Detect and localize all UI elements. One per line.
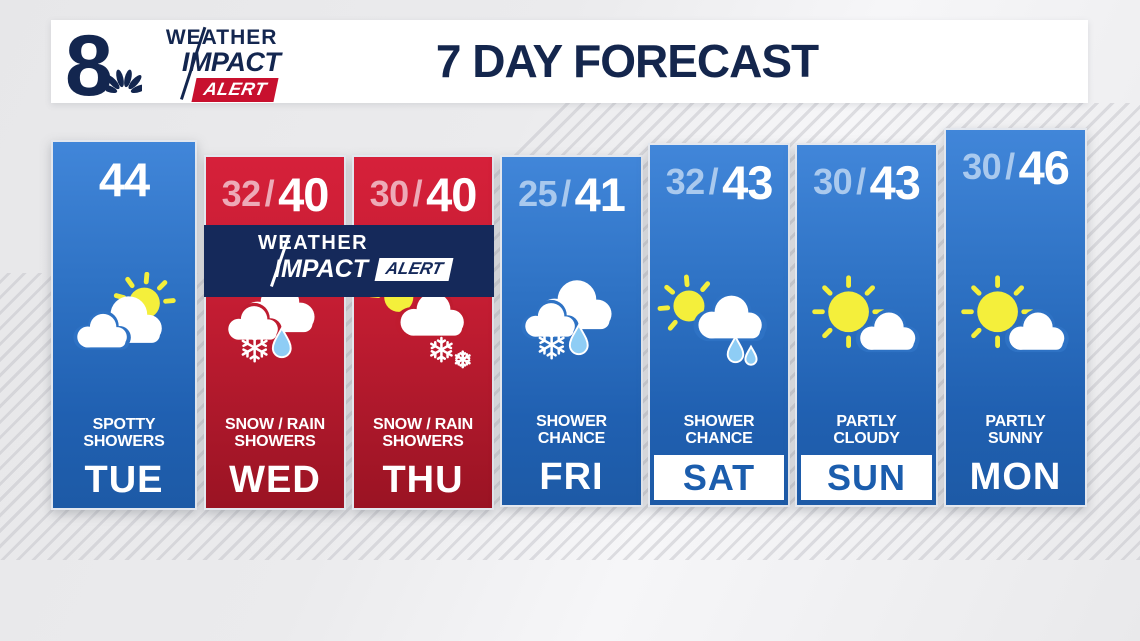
high-temp: 46 <box>1018 140 1070 194</box>
day-card-sun: 30/43 PARTLY CLOUDY SUN <box>795 143 938 507</box>
temperature-row: 30/40 <box>354 167 492 221</box>
day-label: MON <box>969 456 1062 498</box>
nbc-peacock-icon <box>105 69 142 93</box>
temperature-row: 25/41 <box>502 167 641 221</box>
condition-text: SNOW / RAIN SHOWERS <box>354 416 492 450</box>
day-label: SAT <box>654 455 784 500</box>
day-label: TUE <box>84 459 164 501</box>
condition-line-1: SHOWER <box>683 413 755 430</box>
condition-line-1: SNOW / RAIN <box>224 416 326 433</box>
sun-cloud-rain-icon <box>650 255 788 385</box>
temperature-row: 30/43 <box>797 155 936 209</box>
condition-line-1: SPOTTY <box>92 416 156 433</box>
header-bar: 8 WEATHER IMPACT ALERT 7 DAY FORECAST <box>51 17 1088 114</box>
impact-alert-banner: WEATHER IMPACT ALERT <box>204 225 494 297</box>
day-card-sat: 32/43 SHOWER CHANCE SAT <box>648 143 790 507</box>
low-temp: 30 <box>813 161 853 202</box>
low-temp: 30 <box>369 173 410 214</box>
high-temp: 44 <box>98 152 150 206</box>
day-card-wed: 32/40 SNOW / RAIN SHOWERS WED <box>204 155 346 510</box>
condition-line-1: PARTLY <box>836 413 897 430</box>
nbc8-station-logo: 8 <box>65 17 142 114</box>
condition-line-2: SUNNY <box>987 430 1043 447</box>
condition-line-2: CHANCE <box>537 430 606 447</box>
temperature-row: 32/43 <box>650 155 788 209</box>
condition-text: PARTLY CLOUDY <box>797 413 936 447</box>
high-temp: 43 <box>869 155 921 209</box>
condition-line-1: SHOWER <box>536 413 607 430</box>
day-card-tue: 44 SPOTTY SHOWERS TUE <box>51 140 197 510</box>
condition-line-2: SHOWERS <box>234 433 316 450</box>
day-label-text: SAT <box>682 456 756 498</box>
logo-impact-text: IMPACT <box>181 46 281 77</box>
day-card-thu: 30/40 SNOW / RAIN SHOWERS THU <box>352 155 494 510</box>
temp-separator: / <box>708 161 719 202</box>
sun-cloud-snow-icon <box>354 258 492 388</box>
cloud-snow-rain-icon <box>502 255 641 385</box>
condition-text: SPOTTY SHOWERS <box>53 416 195 450</box>
high-temp: 40 <box>426 167 477 221</box>
day-label: FRI <box>539 456 604 498</box>
temperature-row: 44 <box>53 152 195 206</box>
logo-weather-text: WEATHER <box>165 25 278 49</box>
condition-text: PARTLY SUNNY <box>946 413 1085 447</box>
high-temp: 40 <box>278 167 329 221</box>
page-title: 7 DAY FORECAST <box>435 34 819 87</box>
condition-text: SHOWER CHANCE <box>650 413 788 447</box>
condition-line-2: SHOWERS <box>83 433 165 450</box>
low-temp: 25 <box>518 173 558 214</box>
temperature-row: 32/40 <box>206 167 344 221</box>
day-card-mon: 30/46 PARTLY SUNNY MON <box>944 128 1087 507</box>
cloud-snow-rain-icon <box>206 258 344 388</box>
temperature-row: 30/46 <box>946 140 1085 194</box>
low-temp: 32 <box>665 161 706 202</box>
high-temp: 43 <box>722 155 773 209</box>
day-label: WED <box>229 459 321 501</box>
condition-text: SNOW / RAIN SHOWERS <box>206 416 344 450</box>
day-label: THU <box>382 459 464 501</box>
day-card-fri: 25/41 SHOWER CHANCE FRI <box>500 155 643 507</box>
station-number: 8 <box>65 17 113 114</box>
banner-weather-impact-alert-logo: WEATHER IMPACT ALERT <box>224 233 474 293</box>
weather-impact-alert-logo: WEATHER IMPACT ALERT <box>154 23 306 102</box>
banner-alert-badge: ALERT <box>374 258 454 281</box>
low-temp: 30 <box>962 146 1002 187</box>
condition-line-2: CHANCE <box>685 430 753 447</box>
condition-text: SHOWER CHANCE <box>502 413 641 447</box>
day-label-text: SUN <box>826 456 906 498</box>
banner-weather-text: WEATHER <box>258 232 369 254</box>
sun-cloud-icon <box>946 255 1085 385</box>
condition-line-1: SNOW / RAIN <box>372 416 474 433</box>
condition-line-2: CLOUDY <box>833 430 900 447</box>
high-temp: 41 <box>574 167 626 221</box>
banner-impact-text: IMPACT <box>274 255 368 283</box>
temp-separator: / <box>412 173 423 214</box>
condition-line-1: PARTLY <box>985 413 1046 430</box>
day-label: SUN <box>801 455 932 500</box>
temp-separator: / <box>561 173 571 214</box>
temp-separator: / <box>1005 146 1015 187</box>
condition-line-2: SHOWERS <box>382 433 464 450</box>
cloud-sun-icon <box>53 258 195 388</box>
low-temp: 32 <box>221 173 262 214</box>
temp-separator: / <box>856 161 866 202</box>
temp-separator: / <box>264 173 275 214</box>
sun-cloud-icon <box>797 255 936 385</box>
